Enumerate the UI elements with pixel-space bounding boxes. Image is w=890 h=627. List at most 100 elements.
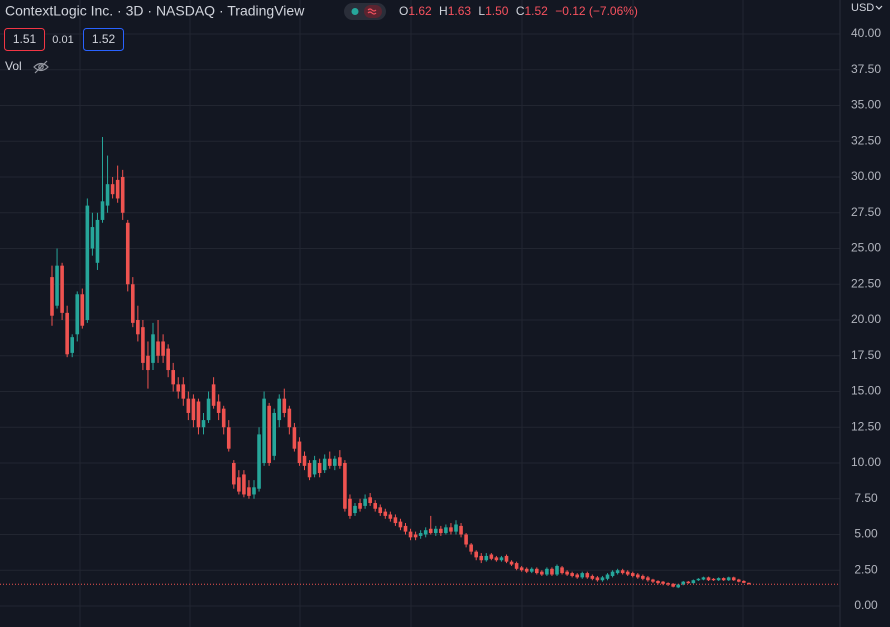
candle-body — [70, 337, 74, 353]
candle-body — [110, 184, 115, 195]
currency-chevron[interactable] — [875, 5, 883, 10]
candle-body — [454, 524, 458, 532]
candle-body — [696, 578, 701, 581]
candle-body — [75, 294, 80, 335]
candle-body — [519, 567, 524, 571]
candle-body — [646, 577, 650, 581]
candle-body — [737, 579, 741, 582]
candle-body — [151, 334, 155, 363]
candle-body — [252, 487, 256, 495]
candle-body — [343, 462, 347, 509]
eye-pupil — [38, 64, 44, 70]
candle-body — [383, 511, 388, 516]
candle-body — [398, 521, 403, 528]
candle-body — [262, 398, 266, 463]
candle-body — [651, 579, 655, 582]
candle-body — [196, 401, 201, 428]
candle-body — [136, 320, 140, 335]
candle-body — [358, 503, 362, 509]
candle-body — [181, 384, 186, 399]
ohlc-label: H — [439, 4, 448, 18]
candle-body — [100, 201, 105, 220]
candle-body — [156, 341, 160, 356]
candle-body — [747, 582, 751, 585]
sell-price[interactable]: 1.51 — [13, 32, 37, 46]
y-tick-label: 37.50 — [851, 62, 881, 76]
volume-label[interactable]: Vol — [5, 59, 22, 73]
candle-body — [418, 533, 423, 536]
buy-button[interactable] — [83, 28, 124, 51]
symbol-title[interactable]: ContextLogic Inc. · 3D · NASDAQ · Tradin… — [5, 3, 305, 19]
candle-body — [590, 575, 595, 579]
candle-body — [191, 398, 196, 421]
candle-body — [610, 571, 615, 576]
y-tick-label: 5.00 — [854, 527, 878, 541]
candle-body — [676, 584, 680, 588]
candle-body — [570, 573, 574, 576]
candle-body — [580, 573, 585, 578]
candle-body — [141, 327, 145, 363]
candle-body — [661, 581, 665, 584]
candle-body — [312, 460, 317, 475]
candle-body — [226, 427, 231, 449]
candle-body — [449, 527, 453, 532]
ohlc-value: 1.62 — [408, 4, 432, 18]
candle-body — [186, 398, 191, 413]
candle-body — [176, 384, 181, 392]
candle-body — [499, 557, 504, 561]
candle-body — [585, 573, 590, 578]
candle-body — [434, 528, 438, 534]
y-tick-label: 7.50 — [854, 491, 878, 505]
sell-button[interactable] — [4, 28, 45, 51]
candle-body — [625, 571, 630, 575]
candle-body — [605, 574, 610, 579]
candle-body — [247, 487, 251, 496]
candle-body — [504, 555, 509, 562]
candle-body — [333, 458, 337, 466]
candle-body — [509, 561, 514, 565]
delay-icon — [367, 8, 377, 15]
candle-body — [600, 577, 605, 581]
candle-body — [307, 462, 312, 478]
candle-body — [731, 577, 736, 581]
candle-body — [636, 574, 640, 578]
candle-body — [439, 528, 443, 534]
candle-body — [201, 420, 206, 428]
candle-body — [206, 398, 211, 421]
candle-body — [565, 571, 569, 575]
candle-body — [146, 355, 150, 371]
candle-body — [726, 577, 731, 581]
y-tick-label: 0.00 — [854, 598, 878, 612]
candle-body — [277, 398, 282, 421]
candle-body — [681, 581, 686, 585]
candle-body — [166, 348, 170, 371]
candle-body — [50, 277, 54, 316]
candle-body — [630, 573, 635, 576]
candle-body — [615, 570, 620, 574]
hide-volume-icon[interactable] — [33, 60, 49, 74]
y-tick-label: 2.50 — [854, 562, 878, 576]
candle-body — [85, 205, 90, 321]
candle-body — [272, 412, 276, 456]
candle-body — [464, 534, 468, 545]
candle-body — [711, 578, 716, 581]
candle-body — [242, 474, 246, 495]
currency-label[interactable]: USD — [851, 2, 874, 14]
candle-body — [484, 555, 489, 561]
price-axis — [840, 0, 890, 627]
candle-body — [95, 219, 100, 263]
y-tick-label: 30.00 — [851, 169, 881, 183]
candle-body — [60, 265, 64, 313]
candle-body — [671, 583, 675, 587]
candle-body — [656, 580, 660, 584]
candle-body — [120, 177, 125, 213]
candle-body — [575, 574, 579, 578]
candle-body — [595, 577, 600, 581]
ohlc-label: C — [516, 4, 525, 18]
candle-body — [363, 498, 367, 506]
candle-body — [550, 568, 554, 575]
buy-price[interactable]: 1.52 — [92, 32, 116, 46]
y-tick-label: 40.00 — [851, 26, 881, 40]
ohlc-label: L — [478, 4, 485, 18]
